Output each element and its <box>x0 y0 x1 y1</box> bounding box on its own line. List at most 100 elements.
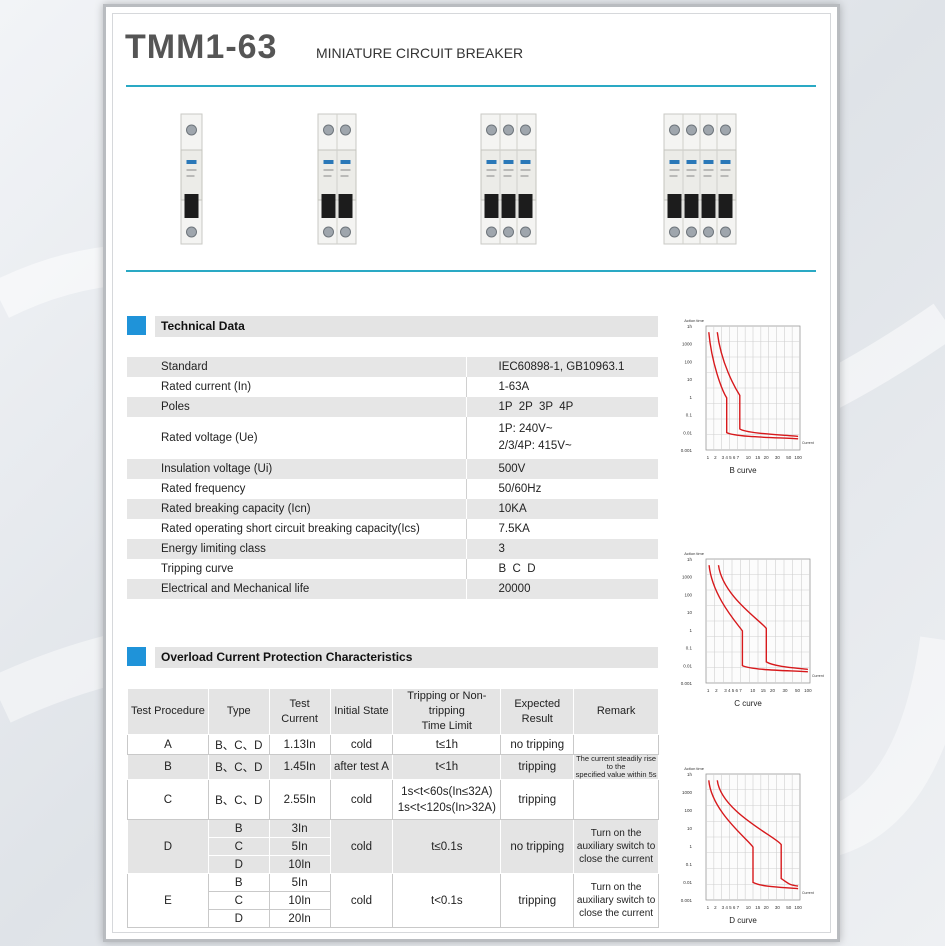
cell: C <box>127 779 209 820</box>
cell: B、C、D <box>207 779 270 820</box>
time-line: 1s<t<60s(In≤32A) <box>401 785 493 798</box>
x-axis-unit: Current <box>802 891 814 895</box>
table-row: B B、C、D 1.45In after test A t<1h trippin… <box>127 754 659 780</box>
remark-line: Turn on the <box>590 828 642 839</box>
tech-value: 3 <box>465 539 658 559</box>
time-line: 1s<t<120s(In>32A) <box>397 801 496 814</box>
remark-cell: The current steadily rise to the specifie… <box>573 754 659 780</box>
table-row: E B 5In cold t<0.1s tripping Turn on the… <box>127 873 659 928</box>
breaker-face <box>180 149 203 201</box>
y-tick-label: 0.1 <box>686 413 693 418</box>
breaker-label <box>520 160 531 164</box>
cell: B <box>127 754 209 780</box>
toggle-lever <box>484 194 499 218</box>
time-cell: 1s<t<60s(In≤32A) 1s<t<120s(In>32A) <box>392 779 502 820</box>
overload-section-icon <box>127 647 146 666</box>
cell: t<1h <box>392 754 502 780</box>
y-tick-label: 100 <box>684 359 692 364</box>
tech-value: 50/60Hz <box>465 479 658 499</box>
terminal-screw-bottom <box>503 226 514 238</box>
y-tick-label: 1h <box>687 324 693 329</box>
y-axis-title: Action time <box>684 318 705 323</box>
breaker-label <box>486 160 497 164</box>
toggle-lever <box>321 194 336 218</box>
curve-caption: D curve <box>729 916 757 925</box>
tech-value: IEC60898-1, GB10963.1 <box>465 357 658 377</box>
breaker-3p <box>480 113 537 245</box>
products-divider <box>126 270 816 272</box>
tech-value: 1-63A <box>465 377 658 397</box>
y-tick-label: 10 <box>687 610 693 615</box>
table-row: Rated current (In) 1-63A <box>127 377 658 397</box>
cell: C <box>207 837 270 856</box>
terminal-screw-bottom <box>340 226 351 238</box>
table-row: C 5In <box>128 837 659 856</box>
remark-line: auxiliary switch to <box>576 895 656 906</box>
x-tick-label: 1 <box>707 455 710 460</box>
cell: no tripping <box>500 819 575 874</box>
cell: 10In <box>268 891 331 910</box>
col-header: Initial State <box>329 688 394 735</box>
remark-line: auxiliary switch to <box>576 841 656 852</box>
y-tick-label: 1000 <box>682 790 693 795</box>
cell: B、C、D <box>207 754 270 780</box>
x-tick-label: 30 <box>775 455 781 460</box>
y-tick-label: 100 <box>684 808 692 813</box>
upper-trip-curve <box>716 332 799 438</box>
table-row: A B、C、D 1.13In cold t≤1h no tripping <box>127 734 659 755</box>
terminal-screw-bottom <box>323 226 334 238</box>
cell: tripping <box>500 779 575 820</box>
overload-heading: Overload Current Protection Characterist… <box>155 647 658 668</box>
remark-line: Turn on the <box>590 882 642 893</box>
terminal-screw-bottom <box>520 226 531 238</box>
lower-trip-curve <box>708 332 799 440</box>
toggle-lever <box>718 194 733 218</box>
y-axis-title: Action time <box>684 551 705 556</box>
cell: B、C、D <box>207 734 270 755</box>
terminal-screw-top <box>720 124 731 136</box>
cell: B <box>207 819 270 838</box>
terminal-screw-top <box>186 124 197 136</box>
y-tick-label: 1h <box>687 772 693 777</box>
x-tick-label: 1 <box>707 688 710 693</box>
remark-line: close the current <box>579 854 654 865</box>
y-tick-label: 0.001 <box>681 898 693 903</box>
x-tick-label: 100 <box>804 688 812 693</box>
col-header: Expected Result <box>500 688 575 735</box>
technical-heading: Technical Data <box>155 316 658 337</box>
table-row: Rated breaking capacity (Icn) 10KA <box>127 499 658 519</box>
cell: 1.45In <box>268 754 331 780</box>
tech-label: Standard <box>127 357 466 377</box>
y-tick-label: 1 <box>689 395 692 400</box>
page-title: TMM1-63 <box>125 28 278 66</box>
table-row: D B 3In cold t≤0.1s no tripping Turn on … <box>127 819 659 874</box>
col-header: Type <box>207 688 270 735</box>
terminal-screw-top <box>323 124 334 136</box>
col-header-time: Tripping or Non-tripping Time Limit <box>392 688 502 735</box>
tech-value: 20000 <box>465 579 658 599</box>
cell: cold <box>329 734 394 755</box>
x-tick-label: 15 <box>761 688 767 693</box>
toggle-lever <box>667 194 682 218</box>
cell: D <box>127 819 209 874</box>
cell: 1.13In <box>268 734 331 755</box>
table-row: D 10In <box>128 855 659 874</box>
col-header: Tripping or Non-tripping <box>407 690 487 717</box>
terminal-screw-bottom <box>686 226 697 238</box>
tech-label: Insulation voltage (Ui) <box>127 459 466 479</box>
terminal-screw-top <box>520 124 531 136</box>
y-tick-label: 1 <box>689 844 692 849</box>
table-row: C B、C、D 2.55In cold 1s<t<60s(In≤32A) 1s<t… <box>127 779 659 820</box>
terminal-screw-bottom <box>486 226 497 238</box>
tech-label: Energy limiting class <box>127 539 466 559</box>
x-tick-label: 30 <box>775 905 781 910</box>
x-tick-label: 3 4 5 6 7 <box>722 455 740 460</box>
table-row: Poles 1P 2P 3P 4P <box>127 397 658 417</box>
cell: E <box>127 873 209 928</box>
terminal-screw-bottom <box>703 226 714 238</box>
cell <box>573 779 659 820</box>
curve-caption: C curve <box>734 699 762 708</box>
x-tick-label: 10 <box>746 905 752 910</box>
y-tick-label: 0.1 <box>686 862 693 867</box>
upper-trip-curve <box>716 780 799 887</box>
